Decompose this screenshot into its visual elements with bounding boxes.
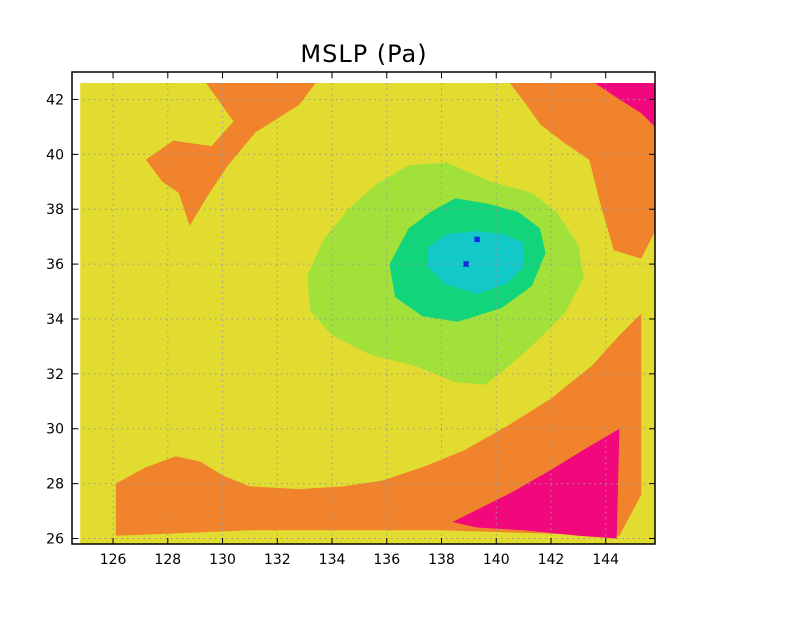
- contour-regions: [80, 83, 655, 544]
- plot-frame: [71, 71, 656, 545]
- axis-ticks: 126 128 130 132 134 136 138 140 142 144 26 28 30 32 34…: [46, 72, 655, 568]
- y-tick-label: 38: [46, 202, 64, 218]
- y-tick-label: 40: [46, 147, 64, 163]
- x-tick-label: 128: [154, 552, 181, 568]
- contour-region-orange-4: [115, 313, 642, 536]
- contour-region-orange-2: [509, 83, 655, 259]
- y-tick-label: 26: [46, 532, 64, 548]
- y-tick-label: 32: [46, 367, 64, 383]
- x-tick-label: 140: [483, 552, 510, 568]
- contour-region-magenta-5: [452, 428, 620, 539]
- y-tick-label: 30: [46, 422, 64, 438]
- contour-region-blue-9: [474, 236, 480, 243]
- chart-title: MSLP (Pa): [300, 40, 427, 68]
- y-tick-label: 28: [46, 477, 64, 493]
- contour-region-magenta-3: [594, 83, 655, 127]
- x-tick-label: 130: [209, 552, 236, 568]
- x-tick-label: 132: [264, 552, 291, 568]
- contour-region-orange-1: [145, 83, 316, 226]
- x-tick-label: 134: [319, 552, 346, 568]
- x-tick-label: 144: [592, 552, 619, 568]
- contour-region-blue-10: [463, 261, 469, 267]
- y-tick-label: 34: [46, 312, 64, 328]
- contour-region-cyan-8: [427, 231, 524, 295]
- grid-lines: [72, 72, 655, 544]
- y-tick-label: 42: [46, 92, 64, 108]
- x-tick-label: 136: [373, 552, 400, 568]
- x-tick-label: 138: [428, 552, 455, 568]
- x-tick-label: 126: [100, 552, 127, 568]
- x-tick-label: 142: [538, 552, 565, 568]
- y-tick-label: 36: [46, 257, 64, 273]
